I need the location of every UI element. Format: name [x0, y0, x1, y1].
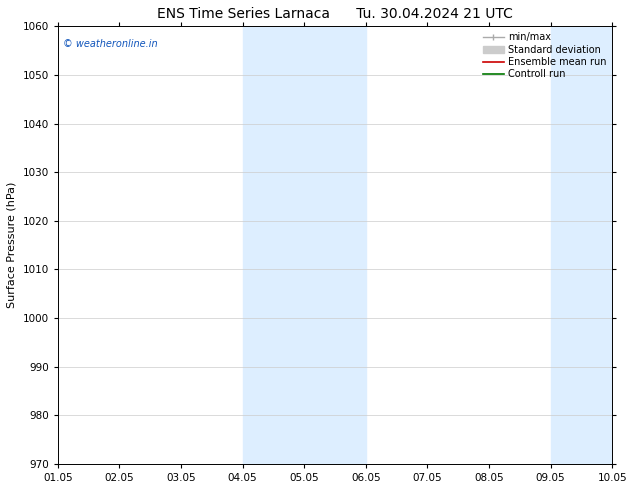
Legend: min/max, Standard deviation, Ensemble mean run, Controll run: min/max, Standard deviation, Ensemble me… [480, 29, 609, 82]
Bar [551, 26, 612, 464]
Bar [243, 26, 366, 464]
Text: © weatheronline.in: © weatheronline.in [63, 39, 158, 49]
Y-axis label: Surface Pressure (hPa): Surface Pressure (hPa) [7, 182, 17, 308]
Title: ENS Time Series Larnaca      Tu. 30.04.2024 21 UTC: ENS Time Series Larnaca Tu. 30.04.2024 2… [157, 7, 513, 21]
